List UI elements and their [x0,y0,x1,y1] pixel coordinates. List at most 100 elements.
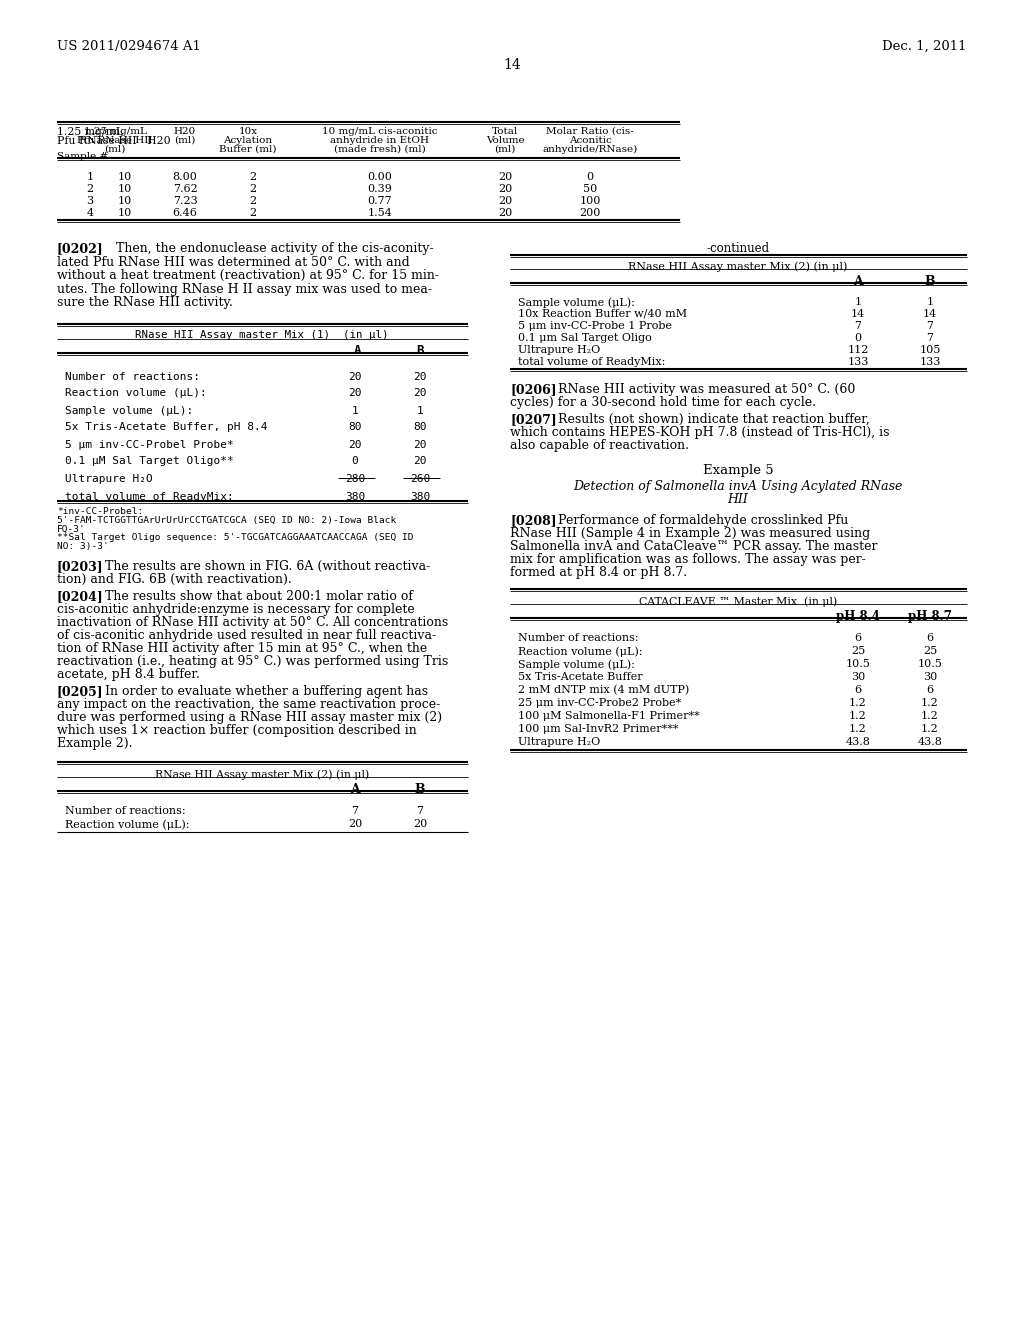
Text: 1: 1 [927,297,934,308]
Text: RNase HII Assay master Mix (1)  (in μl): RNase HII Assay master Mix (1) (in μl) [135,330,389,341]
Text: 380: 380 [345,492,366,503]
Text: [0203]: [0203] [57,560,103,573]
Text: 280: 280 [345,474,366,483]
Text: 6: 6 [854,634,861,643]
Text: 80: 80 [414,422,427,433]
Text: 10: 10 [118,195,132,206]
Text: The results show that about 200:1 molar ratio of: The results show that about 200:1 molar … [89,590,413,603]
Text: Sample volume (μL):: Sample volume (μL): [518,659,635,669]
Text: 133: 133 [847,356,868,367]
Text: 6.46: 6.46 [173,209,198,218]
Text: 1: 1 [854,297,861,308]
Text: 2: 2 [250,172,257,182]
Text: 100 μM Salmonella-F1 Primer**: 100 μM Salmonella-F1 Primer** [518,711,699,721]
Text: 1: 1 [417,405,423,416]
Text: 10.5: 10.5 [918,659,942,669]
Text: without a heat treatment (reactivation) at 95° C. for 15 min-: without a heat treatment (reactivation) … [57,269,439,282]
Text: 5 μm inv-CC-Probel Probe*: 5 μm inv-CC-Probel Probe* [65,440,233,450]
Text: 0.1 μm Sal Target Oligo: 0.1 μm Sal Target Oligo [518,333,651,343]
Text: which contains HEPES-KOH pH 7.8 (instead of Tris-HCl), is: which contains HEPES-KOH pH 7.8 (instead… [510,426,890,440]
Text: 2: 2 [86,183,93,194]
Text: Then, the endonuclease activity of the cis-aconity-: Then, the endonuclease activity of the c… [104,242,433,255]
Text: 7.23: 7.23 [173,195,198,206]
Text: 105: 105 [920,345,941,355]
Text: 10: 10 [118,172,132,182]
Text: RNase HII Assay master Mix (2) (in μl): RNase HII Assay master Mix (2) (in μl) [629,261,848,272]
Text: Ultrapure H₂O: Ultrapure H₂O [518,737,600,747]
Text: 1.2: 1.2 [922,723,939,734]
Text: 100 μm Sal-InvR2 Primer***: 100 μm Sal-InvR2 Primer*** [518,723,679,734]
Text: -continued: -continued [707,242,770,255]
Text: anhydride in EtOH: anhydride in EtOH [331,136,429,145]
Text: also capable of reactivation.: also capable of reactivation. [510,440,689,451]
Text: 43.8: 43.8 [918,737,942,747]
Text: 5x Tris-Acetate Buffer, pH 8.4: 5x Tris-Acetate Buffer, pH 8.4 [65,422,267,433]
Text: NO: 3)-3': NO: 3)-3' [57,541,109,550]
Text: Ultrapure H₂O: Ultrapure H₂O [518,345,600,355]
Text: 0.77: 0.77 [368,195,392,206]
Text: Number of reactions:: Number of reactions: [65,807,185,816]
Text: acetate, pH 8.4 buffer.: acetate, pH 8.4 buffer. [57,668,200,681]
Text: Results (not shown) indicate that reaction buffer,: Results (not shown) indicate that reacti… [542,413,869,426]
Text: Reaction volume (μL):: Reaction volume (μL): [518,645,642,656]
Text: 30: 30 [851,672,865,682]
Text: 7.62: 7.62 [173,183,198,194]
Text: 100: 100 [580,195,601,206]
Text: 2 mM dNTP mix (4 mM dUTP): 2 mM dNTP mix (4 mM dUTP) [518,685,689,696]
Text: 20: 20 [414,371,427,381]
Text: 0.1 μM Sal Target Oligo**: 0.1 μM Sal Target Oligo** [65,457,233,466]
Text: total volume of ReadyMix:: total volume of ReadyMix: [518,356,666,367]
Text: Buffer (ml): Buffer (ml) [219,145,276,154]
Text: 20: 20 [348,818,362,829]
Text: RNase HII Assay master Mix (2) (in μl): RNase HII Assay master Mix (2) (in μl) [155,770,369,780]
Text: [0205]: [0205] [57,685,103,698]
Text: mix for amplification was as follows. The assay was per-: mix for amplification was as follows. Th… [510,553,866,566]
Text: 50: 50 [583,183,597,194]
Text: Reaction volume (μL):: Reaction volume (μL): [65,388,207,399]
Text: 6: 6 [927,685,934,696]
Text: 5 μm inv-CC-Probe 1 Probe: 5 μm inv-CC-Probe 1 Probe [518,321,672,331]
Text: US 2011/0294674 A1: US 2011/0294674 A1 [57,40,201,53]
Text: 1.2: 1.2 [922,698,939,708]
Text: RNase HII activity was measured at 50° C. (60: RNase HII activity was measured at 50° C… [542,383,855,396]
Text: [0202]: [0202] [57,242,103,255]
Text: 10.5: 10.5 [846,659,870,669]
Text: 5'-FAM-TCTGGTTGArUrUrUrCCTGATCGCA (SEQ ID NO: 2)-Iowa Black: 5'-FAM-TCTGGTTGArUrUrUrCCTGATCGCA (SEQ I… [57,516,396,525]
Text: 20: 20 [413,818,427,829]
Text: reactivation (i.e., heating at 95° C.) was performed using Tris: reactivation (i.e., heating at 95° C.) w… [57,655,449,668]
Text: total volume of ReadyMix:: total volume of ReadyMix: [65,492,233,503]
Text: FQ-3': FQ-3' [57,524,86,533]
Text: 25: 25 [923,645,937,656]
Text: Dec. 1, 2011: Dec. 1, 2011 [883,40,967,53]
Text: 20: 20 [498,209,512,218]
Text: [0207]: [0207] [510,413,557,426]
Text: 1.2: 1.2 [849,723,867,734]
Text: B: B [415,783,425,796]
Text: 6: 6 [927,634,934,643]
Text: Aconitic: Aconitic [568,136,611,145]
Text: CATACLEAVE ™ Master Mix  (in μl): CATACLEAVE ™ Master Mix (in μl) [639,597,838,607]
Text: 14: 14 [851,309,865,319]
Text: of cis-aconitic anhydride used resulted in near full reactiva-: of cis-aconitic anhydride used resulted … [57,630,436,642]
Text: [0206]: [0206] [510,383,557,396]
Text: In order to evaluate whether a buffering agent has: In order to evaluate whether a buffering… [89,685,428,698]
Text: Molar Ratio (cis-: Molar Ratio (cis- [546,127,634,136]
Text: Performance of formaldehyde crosslinked Pfu: Performance of formaldehyde crosslinked … [542,513,848,527]
Text: B: B [925,275,935,288]
Text: 7: 7 [927,333,934,343]
Text: 10: 10 [118,183,132,194]
Text: 7: 7 [927,321,934,331]
Text: 133: 133 [920,356,941,367]
Text: formed at pH 8.4 or pH 8.7.: formed at pH 8.4 or pH 8.7. [510,566,687,579]
Text: 260: 260 [410,474,430,483]
Text: sure the RNase HII activity.: sure the RNase HII activity. [57,296,232,309]
Text: pH 8.4: pH 8.4 [836,610,880,623]
Text: utes. The following RNase H II assay mix was used to mea-: utes. The following RNase H II assay mix… [57,282,432,296]
Text: 8.00: 8.00 [173,172,198,182]
Text: [0208]: [0208] [510,513,557,527]
Text: B: B [416,345,424,358]
Text: Volume: Volume [485,136,524,145]
Text: 1.25 mg/mL: 1.25 mg/mL [57,127,123,137]
Text: 20: 20 [348,371,361,381]
Text: 20: 20 [348,440,361,450]
